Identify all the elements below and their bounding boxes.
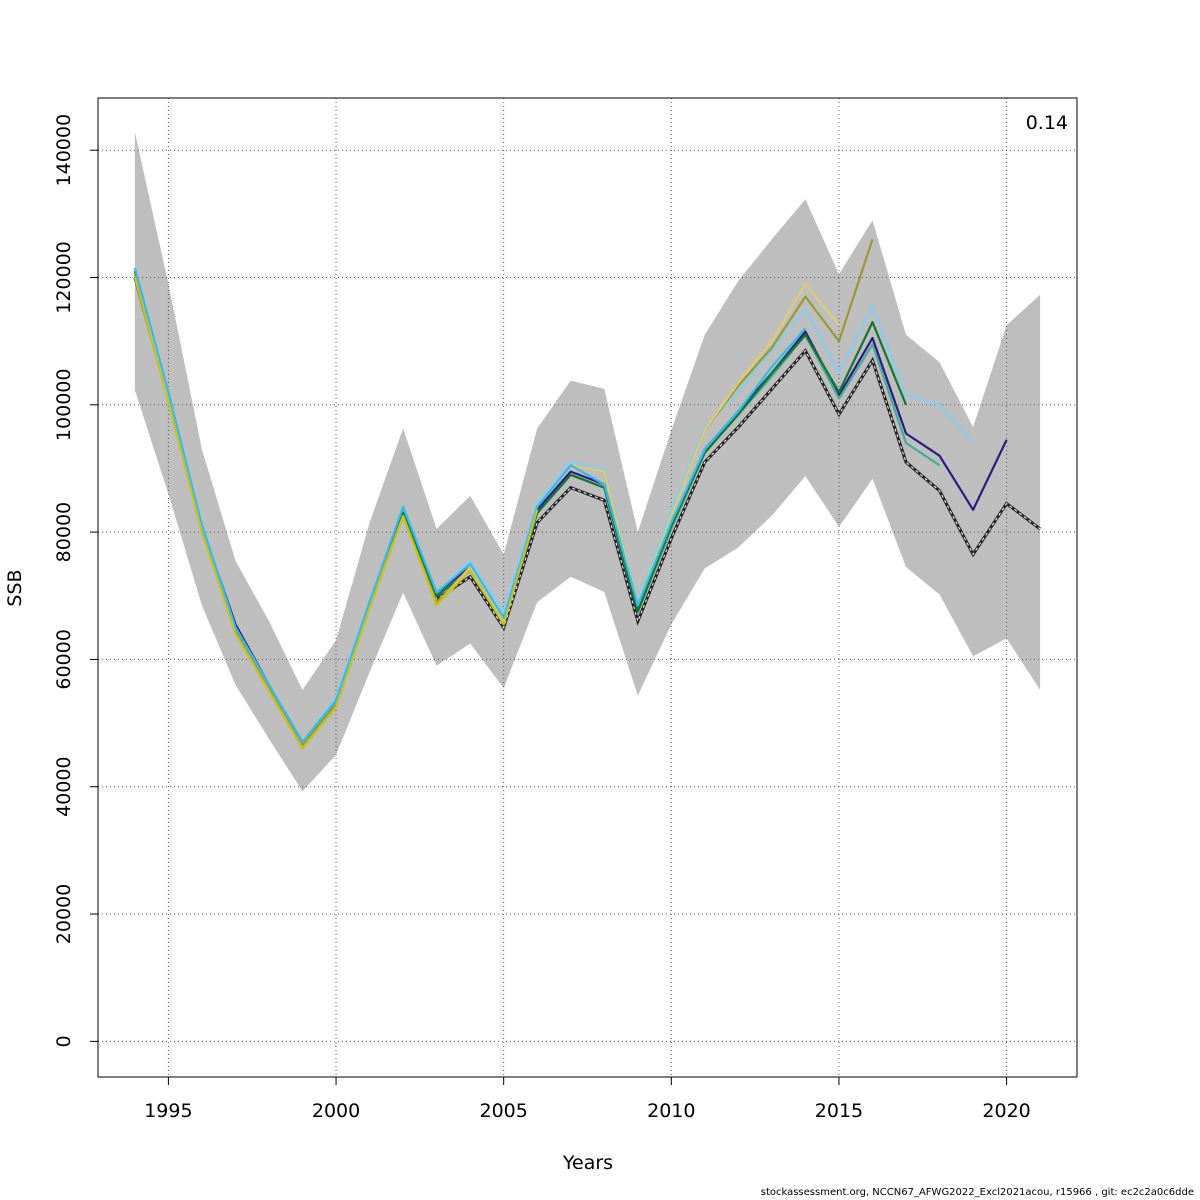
axis-layer: 1995 2000 2005 2010 2015 2020 0 20000 40000 60000…	[53, 114, 1031, 1122]
series-layer	[133, 238, 1042, 750]
x-tick-label: 2020	[982, 1100, 1030, 1122]
y-tick-label: 140000	[53, 114, 75, 187]
x-tick-label: 2000	[312, 1100, 360, 1122]
x-tick-label: 2015	[815, 1100, 863, 1122]
series-line-7	[133, 267, 807, 744]
plot-frame	[97, 97, 1078, 1078]
y-tick-label: 0	[53, 1035, 75, 1047]
y-tick-label: 120000	[53, 241, 75, 314]
x-axis-title: Years	[562, 1152, 613, 1174]
y-tick-label: 100000	[53, 369, 75, 442]
y-tick-label: 20000	[53, 884, 75, 944]
y-tick-label: 60000	[53, 629, 75, 689]
x-tick-label: 1995	[144, 1100, 192, 1122]
y-axis-title: SSB	[4, 569, 26, 606]
y-tick-label: 40000	[53, 756, 75, 816]
y-tick-label: 80000	[53, 502, 75, 562]
x-tick-label: 2010	[647, 1100, 695, 1122]
x-tick-label: 2005	[480, 1100, 528, 1122]
series-line-8	[133, 277, 539, 750]
top-right-annotation: 0.14	[1026, 112, 1068, 134]
footer-credit: stockassessment.org, NCCN67_AFWG2022_Exc…	[760, 1187, 1194, 1198]
